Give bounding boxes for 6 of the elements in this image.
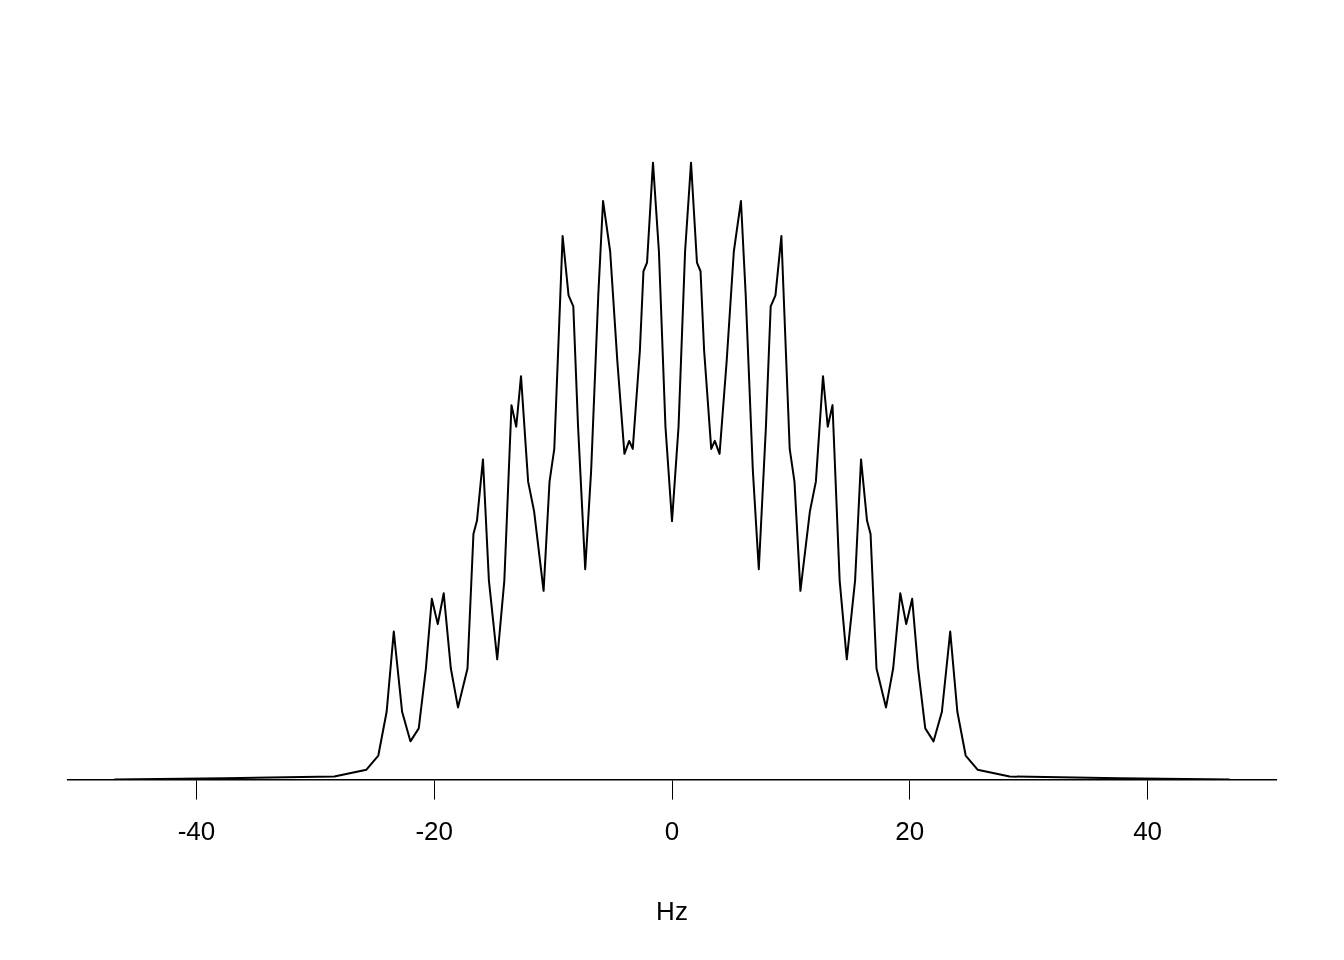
x-tick-label: 20 <box>895 816 925 847</box>
x-tick-label: 0 <box>664 816 680 847</box>
x-tick-label: -40 <box>177 816 216 847</box>
x-axis-title: Hz <box>656 895 688 926</box>
x-tick-label: 40 <box>1133 816 1163 847</box>
x-tick-label: -20 <box>415 816 453 847</box>
